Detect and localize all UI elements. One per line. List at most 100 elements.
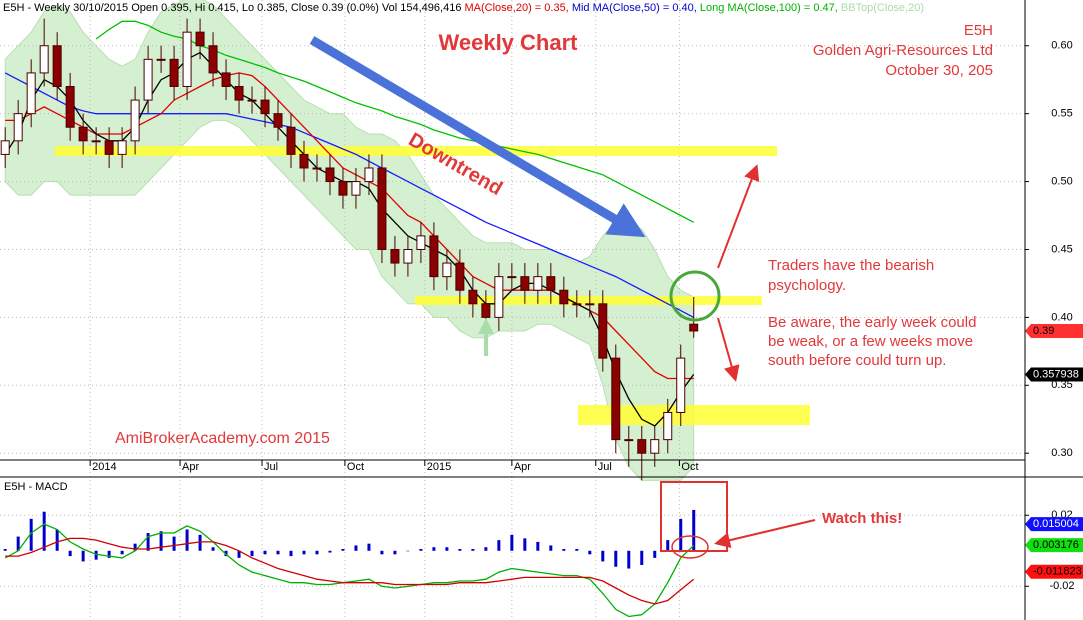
header-segment: E5H - Weekly 30/10/2015 Open 0.395, Hi 0… (3, 2, 465, 14)
chart-title: Weekly Chart (439, 30, 579, 55)
macd-note: Watch this! (822, 510, 902, 527)
header: E5H - Weekly 30/10/2015 Open 0.395, Hi 0… (3, 2, 924, 14)
macd-bar (263, 550, 267, 555)
watermark: AmiBrokerAcademy.com 2015 (115, 430, 330, 447)
macd-bar (458, 549, 462, 551)
value-flag-label: 0.357938 (1033, 368, 1079, 380)
header-segment: Mid MA(Close,50) = 0.40, (572, 2, 700, 14)
highlight-circle (669, 270, 721, 322)
macd-bar (627, 550, 631, 569)
candle-body (13, 113, 23, 142)
candle-body (403, 248, 413, 264)
note-line: Traders have the bearish (768, 257, 934, 274)
arrow (717, 317, 740, 382)
highlight-zone (55, 146, 777, 156)
macd-bar (146, 533, 150, 551)
candle-body (624, 439, 634, 442)
macd-title: E5H - MACD (4, 481, 68, 493)
x-tick-label: Apr (514, 461, 531, 473)
macd-bar (315, 550, 319, 555)
candle-body (91, 140, 101, 143)
macd-bar (614, 550, 618, 567)
candle-body (364, 167, 374, 183)
macd-bar (302, 550, 306, 555)
x-tick-label: 2015 (427, 461, 451, 473)
x-tick-label: Apr (182, 461, 199, 473)
candle-body (182, 31, 192, 87)
candle-body (195, 31, 205, 47)
candle-body (637, 439, 647, 454)
candle-body (234, 85, 244, 101)
candle-body (507, 276, 517, 279)
header-segment: Long MA(Close,100) = 0.47, (700, 2, 841, 14)
value-flag (1025, 538, 1083, 553)
header-segment: BBTop(Close,20) (841, 2, 924, 14)
note-line: Be aware, the early week could (768, 314, 976, 331)
macd-bar (653, 550, 657, 558)
y-tick-label: 0.30 (1051, 447, 1072, 459)
candle-body (351, 181, 361, 196)
arrow (717, 164, 760, 269)
macd-bar (133, 543, 137, 551)
macd-bar (536, 541, 540, 551)
value-flag (1025, 323, 1083, 338)
macd-bar (640, 550, 644, 565)
macd-bar (185, 529, 189, 551)
date: October 30, 205 (885, 62, 993, 79)
candle-body (299, 153, 309, 169)
macd-bar (29, 518, 33, 551)
candle-body (468, 289, 478, 305)
company: Golden Agri-Resources Ltd (813, 42, 993, 59)
macd-bar (172, 536, 176, 551)
candle-body (260, 99, 270, 115)
plot-back (0, 0, 1025, 620)
indicator-line (4, 72, 695, 318)
y-tick-label: 0.40 (1051, 311, 1072, 323)
macd-bar (432, 547, 436, 551)
candle-body (455, 262, 465, 291)
symbol: E5H (964, 22, 993, 39)
value-flag (1025, 367, 1083, 382)
macd-bar (666, 540, 670, 551)
value-flag (1025, 517, 1083, 532)
candle-body (286, 126, 296, 155)
highlight-zone (415, 296, 762, 305)
candle-body (416, 235, 426, 250)
candle-body (78, 126, 88, 142)
trend-arrow (309, 36, 646, 238)
macd-bar (692, 509, 696, 551)
macd-bar (562, 549, 566, 551)
macd-bar (497, 540, 501, 551)
macd-bar (523, 538, 527, 551)
candle-body (481, 303, 491, 318)
macd-bar (55, 529, 59, 551)
candle-body (585, 303, 595, 306)
candle-body (520, 276, 530, 291)
value-flag-label: 0.39 (1033, 325, 1054, 337)
candle-body (52, 45, 62, 87)
macd-bar (107, 550, 111, 558)
candle-body (156, 58, 166, 61)
candle-body (494, 276, 504, 318)
note-line: be weak, or a few weeks move (768, 333, 973, 350)
y-tick-label: 0.45 (1051, 243, 1072, 255)
macd-bar (588, 550, 592, 555)
candle-body (338, 181, 348, 196)
candle-body (442, 262, 452, 278)
candle-body (429, 235, 439, 278)
indicator-line (5, 537, 695, 605)
candle-body (221, 72, 231, 87)
candle-body (0, 140, 10, 155)
macd-bar (250, 550, 254, 557)
highlight-ellipse (671, 535, 709, 559)
candle-body (377, 167, 387, 250)
value-flag-label: -0.011823 (1033, 566, 1082, 578)
macd-bar (3, 549, 7, 551)
candle-body (247, 99, 257, 102)
candle-body (650, 439, 660, 454)
candle-body (312, 167, 322, 170)
macd-bar (354, 545, 358, 551)
macd-bar (445, 547, 449, 551)
highlight-box (660, 481, 728, 552)
